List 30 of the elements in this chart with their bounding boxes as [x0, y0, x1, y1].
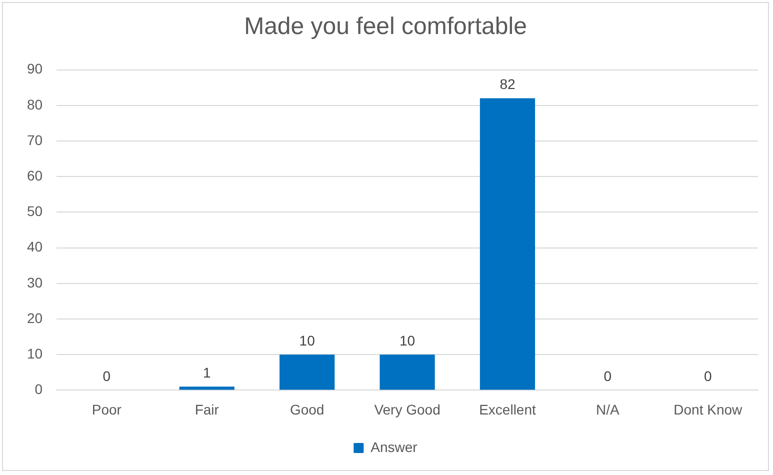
data-label: 82: [500, 76, 516, 92]
data-label: 0: [102, 368, 111, 384]
y-tick-label: 0: [34, 381, 43, 398]
chart-title: Made you feel comfortable: [244, 13, 527, 40]
bar: [480, 98, 536, 390]
x-tick-label: N/A: [596, 401, 620, 418]
data-label: 1: [202, 364, 211, 380]
bar: [380, 354, 435, 390]
x-tick-label: Fair: [194, 401, 220, 418]
x-tick-label: Excellent: [479, 401, 536, 418]
x-tick-label: Poor: [92, 401, 122, 418]
y-tick-label: 80: [26, 96, 43, 112]
y-tick-label: 20: [26, 310, 43, 326]
legend-label: Answer: [370, 438, 418, 455]
y-tick-label: 10: [26, 345, 43, 362]
data-label: 0: [604, 368, 612, 384]
y-tick-label: 70: [26, 132, 43, 148]
x-tick-label: Very Good: [374, 401, 440, 418]
data-label: 10: [399, 332, 416, 348]
x-tick-label: Good: [290, 401, 324, 418]
data-label: 10: [299, 332, 316, 348]
y-tick-label: 50: [26, 203, 43, 220]
data-label: 0: [704, 368, 712, 384]
bar: [280, 354, 335, 390]
bar: [179, 386, 234, 390]
y-tick-label: 30: [26, 274, 43, 290]
y-tick-label: 40: [26, 238, 43, 255]
y-tick-label: 60: [26, 167, 43, 184]
x-tick-label: Dont Know: [674, 401, 744, 418]
y-tick-label: 90: [26, 60, 43, 77]
